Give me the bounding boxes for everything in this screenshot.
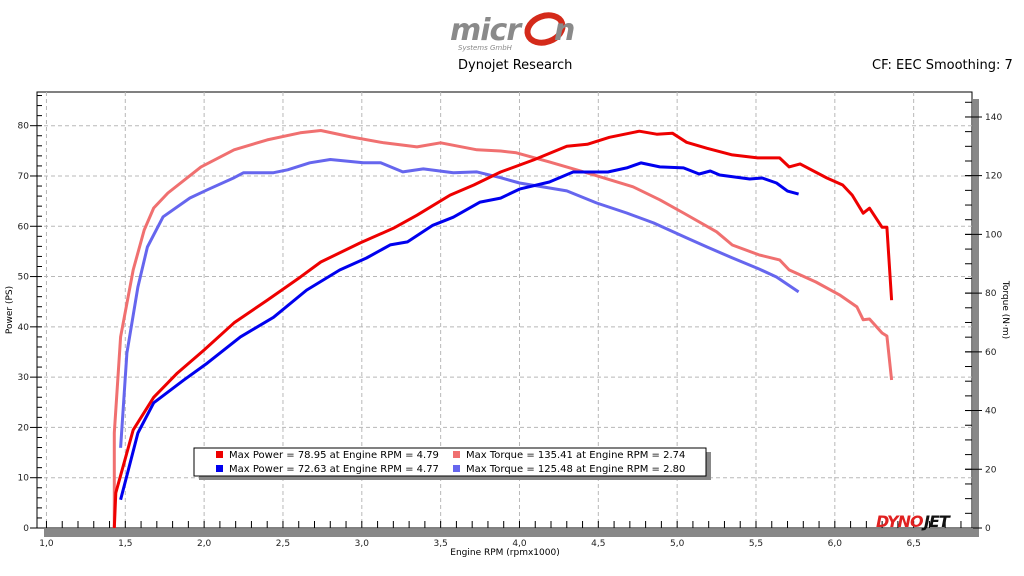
y2-axis-label: Torque (N·m) (1000, 280, 1010, 339)
y-tick-label: 40 (18, 323, 30, 333)
legend-swatch-power-run2 (216, 465, 223, 472)
x-tick-label: 2,5 (276, 539, 290, 549)
correction-factor-info: CF: EEC Smoothing: 7 (872, 58, 1013, 73)
torque-curve-run2 (119, 158, 800, 448)
legend-power-run1: Max Power = 78.95 at Engine RPM = 4.79 (229, 450, 439, 461)
micron-logo: micr n Systems GmbH (448, 8, 578, 56)
y2-tick-label: 80 (985, 289, 997, 299)
x-tick-label: 2,0 (197, 539, 212, 549)
legend-swatch-torque-run2 (453, 465, 460, 472)
x-axis-label: Engine RPM (rpmx1000) (450, 548, 559, 558)
y2-tick-label: 40 (985, 407, 997, 417)
power-curve-run1 (112, 129, 894, 529)
y-tick-label: 70 (18, 172, 30, 182)
svg-text:DYNO: DYNO (876, 512, 924, 531)
y-tick-label: 80 (18, 122, 30, 132)
x-tick-label: 5,0 (670, 539, 685, 549)
chart-title: Dynojet Research (458, 58, 573, 73)
torque-curve-run1 (112, 129, 894, 528)
x-tick-label: 5,5 (749, 539, 763, 549)
legend-torque-run1: Max Torque = 135.41 at Engine RPM = 2.74 (466, 450, 685, 461)
y-tick-label: 50 (18, 273, 30, 283)
x-tick-label: 1,5 (118, 539, 132, 549)
y2-tick-label: 0 (985, 524, 991, 534)
x-tick-label: 6,0 (828, 539, 843, 549)
x-tick-label: 4,0 (512, 539, 527, 549)
power-curve-run2 (119, 161, 799, 501)
y-tick-label: 30 (18, 373, 30, 383)
legend-swatch-torque-run1 (453, 451, 460, 458)
y-tick-label: 0 (23, 524, 29, 534)
legend-swatch-power-run1 (216, 451, 223, 458)
svg-text:micr: micr (450, 13, 523, 48)
y2-tick-label: 60 (985, 348, 997, 358)
plot-shadow-bottom (44, 529, 979, 537)
y2-tick-label: 140 (985, 113, 1002, 123)
y2-tick-label: 100 (985, 230, 1002, 240)
x-tick-label: 3,0 (355, 539, 370, 549)
legend-power-run2: Max Power = 72.63 at Engine RPM = 4.77 (229, 464, 439, 475)
y-tick-label: 20 (18, 423, 30, 433)
x-tick-label: 6,5 (906, 539, 920, 549)
svg-text:JET: JET (921, 512, 951, 531)
plot-shadow-right (973, 99, 979, 537)
dynojet-logo: DYNO JET (876, 512, 952, 531)
x-tick-label: 3,5 (433, 539, 447, 549)
y2-tick-label: 120 (985, 172, 1002, 182)
y-tick-label: 10 (18, 474, 30, 484)
svg-text:n: n (554, 13, 575, 48)
x-tick-label: 4,5 (591, 539, 605, 549)
y-tick-label: 60 (18, 222, 30, 232)
legend-torque-run2: Max Torque = 125.48 at Engine RPM = 2.80 (466, 464, 685, 475)
y2-tick-label: 20 (985, 465, 997, 475)
legend: Max Power = 78.95 at Engine RPM = 4.79 M… (193, 447, 711, 480)
svg-text:Systems GmbH: Systems GmbH (458, 44, 513, 52)
x-tick-label: 1,0 (39, 539, 54, 549)
y-axis-label: Power (PS) (5, 286, 15, 334)
